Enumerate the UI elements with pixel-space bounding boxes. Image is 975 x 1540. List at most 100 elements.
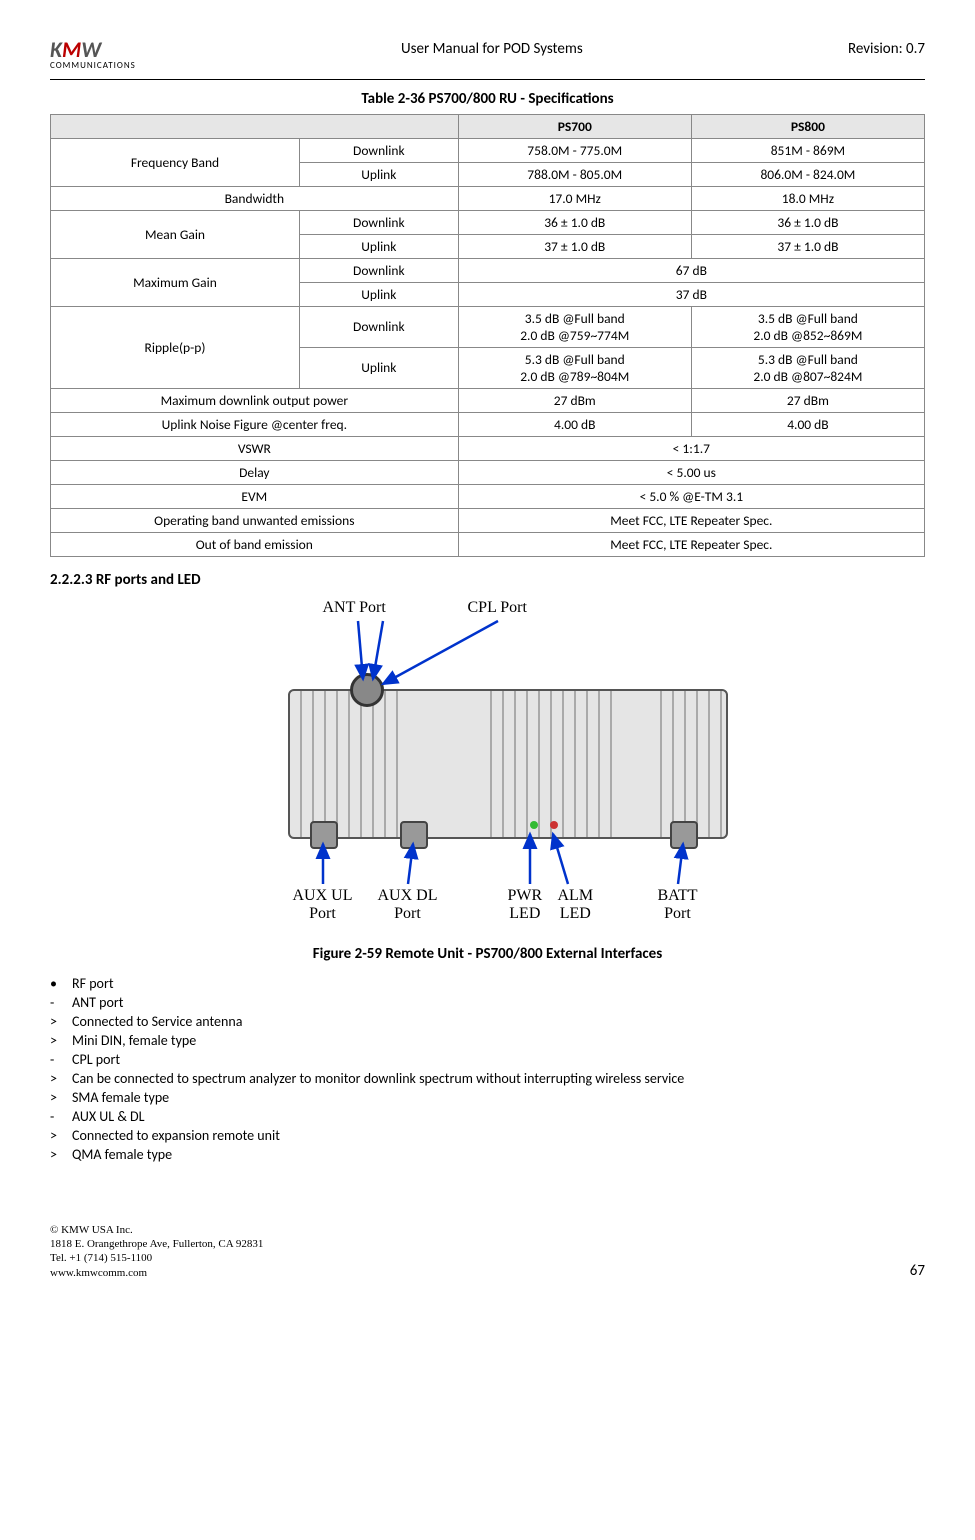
list-item: > SMA female type: [50, 1089, 925, 1106]
table-row: Mean Gain Downlink 36 ± 1.0 dB 36 ± 1.0 …: [51, 210, 925, 234]
bullet-list: • RF port - ANT port > Connected to Serv…: [50, 975, 925, 1163]
list-text: SMA female type: [72, 1089, 169, 1106]
row-label: EVM: [51, 484, 459, 508]
row-label: Bandwidth: [51, 186, 459, 210]
footer-copyright: © KMW USA Inc.: [50, 1223, 263, 1237]
cell: < 5.0 % @E-TM 3.1: [458, 484, 924, 508]
annot-aux-dl: AUX DL Port: [378, 887, 438, 923]
table-row: Frequency Band Downlink 758.0M - 775.0M …: [51, 138, 925, 162]
list-text: CPL port: [72, 1051, 120, 1068]
annot-alm: ALM LED: [558, 887, 594, 923]
cell: 37 ± 1.0 dB: [458, 234, 691, 258]
spec-table: PS700 PS800 Frequency Band Downlink 758.…: [50, 114, 925, 557]
cell: 36 ± 1.0 dB: [458, 210, 691, 234]
gt-icon: >: [50, 1070, 72, 1087]
aux-dl-connector-icon: [400, 821, 428, 849]
cell: 4.00 dB: [691, 412, 924, 436]
aux-ul-connector-icon: [310, 821, 338, 849]
list-text: Connected to expansion remote unit: [72, 1127, 280, 1144]
logo-main: KMW: [50, 40, 136, 60]
cell: 806.0M - 824.0M: [691, 162, 924, 186]
gt-icon: >: [50, 1032, 72, 1049]
bullet-icon: •: [50, 975, 72, 992]
dash-icon: -: [50, 1108, 72, 1125]
col-blank: [51, 114, 459, 138]
table-row: Operating band unwanted emissions Meet F…: [51, 508, 925, 532]
list-item: > Mini DIN, female type: [50, 1032, 925, 1049]
annot-line: Port: [658, 905, 698, 923]
col-ps800: PS800: [691, 114, 924, 138]
gt-icon: >: [50, 1013, 72, 1030]
footer-addr: 1818 E. Orangethrope Ave, Fullerton, CA …: [50, 1237, 263, 1251]
doc-title: User Manual for POD Systems: [136, 40, 848, 58]
list-text: ANT port: [72, 994, 123, 1011]
cell: 67 dB: [458, 258, 924, 282]
batt-connector-icon: [670, 821, 698, 849]
row-sub: Downlink: [299, 210, 458, 234]
figure-caption: Figure 2-59 Remote Unit - PS700/800 Exte…: [50, 945, 925, 963]
annot-cpl-port: CPL Port: [468, 599, 527, 617]
cell: 788.0M - 805.0M: [458, 162, 691, 186]
page-number: 67: [910, 1262, 925, 1280]
cell: < 5.00 us: [458, 460, 924, 484]
annot-line: Port: [378, 905, 438, 923]
annot-line: AUX DL: [378, 887, 438, 905]
annot-line: LED: [558, 905, 594, 923]
footer-web: www.kmwcomm.com: [50, 1266, 263, 1280]
list-item: > QMA female type: [50, 1146, 925, 1163]
cell: 36 ± 1.0 dB: [691, 210, 924, 234]
list-item: - ANT port: [50, 994, 925, 1011]
list-item: - AUX UL & DL: [50, 1108, 925, 1125]
row-label: Frequency Band: [51, 138, 300, 186]
cell: 5.3 dB @Full band 2.0 dB @789~804M: [458, 347, 691, 388]
cell: 5.3 dB @Full band 2.0 dB @807~824M: [691, 347, 924, 388]
annot-ant-port: ANT Port: [323, 599, 386, 617]
page-footer: © KMW USA Inc. 1818 E. Orangethrope Ave,…: [50, 1223, 925, 1280]
cell: 18.0 MHz: [691, 186, 924, 210]
table-row: Uplink Noise Figure @center freq. 4.00 d…: [51, 412, 925, 436]
cell: < 1:1.7: [458, 436, 924, 460]
cell: 758.0M - 775.0M: [458, 138, 691, 162]
cell: 4.00 dB: [458, 412, 691, 436]
table-row: Ripple(p-p) Downlink 3.5 dB @Full band 2…: [51, 306, 925, 347]
annot-line: AUX UL: [293, 887, 353, 905]
row-label: Ripple(p-p): [51, 306, 300, 388]
col-ps700: PS700: [458, 114, 691, 138]
table-row: Maximum Gain Downlink 67 dB: [51, 258, 925, 282]
row-sub: Downlink: [299, 306, 458, 347]
row-sub: Uplink: [299, 347, 458, 388]
gt-icon: >: [50, 1127, 72, 1144]
list-item: > Connected to Service antenna: [50, 1013, 925, 1030]
list-text: RF port: [72, 975, 114, 992]
row-label: Maximum downlink output power: [51, 388, 459, 412]
cell: 3.5 dB @Full band 2.0 dB @852~869M: [691, 306, 924, 347]
annot-line: PWR: [508, 887, 543, 905]
list-item: > Can be connected to spectrum analyzer …: [50, 1070, 925, 1087]
ant-connector-icon: [350, 673, 384, 707]
list-text: Mini DIN, female type: [72, 1032, 196, 1049]
cell: 27 dBm: [691, 388, 924, 412]
cell: 37 dB: [458, 282, 924, 306]
revision: Revision: 0.7: [848, 40, 925, 58]
annot-line: Port: [293, 905, 353, 923]
cell: 851M - 869M: [691, 138, 924, 162]
annot-batt: BATT Port: [658, 887, 698, 923]
row-sub: Downlink: [299, 138, 458, 162]
table-header-row: PS700 PS800: [51, 114, 925, 138]
row-label: VSWR: [51, 436, 459, 460]
row-label: Maximum Gain: [51, 258, 300, 306]
logo-block: KMW COMMUNICATIONS: [50, 40, 136, 71]
row-label: Operating band unwanted emissions: [51, 508, 459, 532]
list-text: Connected to Service antenna: [72, 1013, 242, 1030]
alm-led-icon: [550, 821, 558, 829]
page-header: KMW COMMUNICATIONS User Manual for POD S…: [50, 40, 925, 80]
cell: Meet FCC, LTE Repeater Spec.: [458, 508, 924, 532]
list-item: > Connected to expansion remote unit: [50, 1127, 925, 1144]
dash-icon: -: [50, 994, 72, 1011]
table-row: Bandwidth 17.0 MHz 18.0 MHz: [51, 186, 925, 210]
cell: 27 dBm: [458, 388, 691, 412]
annot-line: BATT: [658, 887, 698, 905]
row-sub: Uplink: [299, 234, 458, 258]
list-item: • RF port: [50, 975, 925, 992]
figure-block: ANT Port CPL Port: [208, 599, 768, 939]
